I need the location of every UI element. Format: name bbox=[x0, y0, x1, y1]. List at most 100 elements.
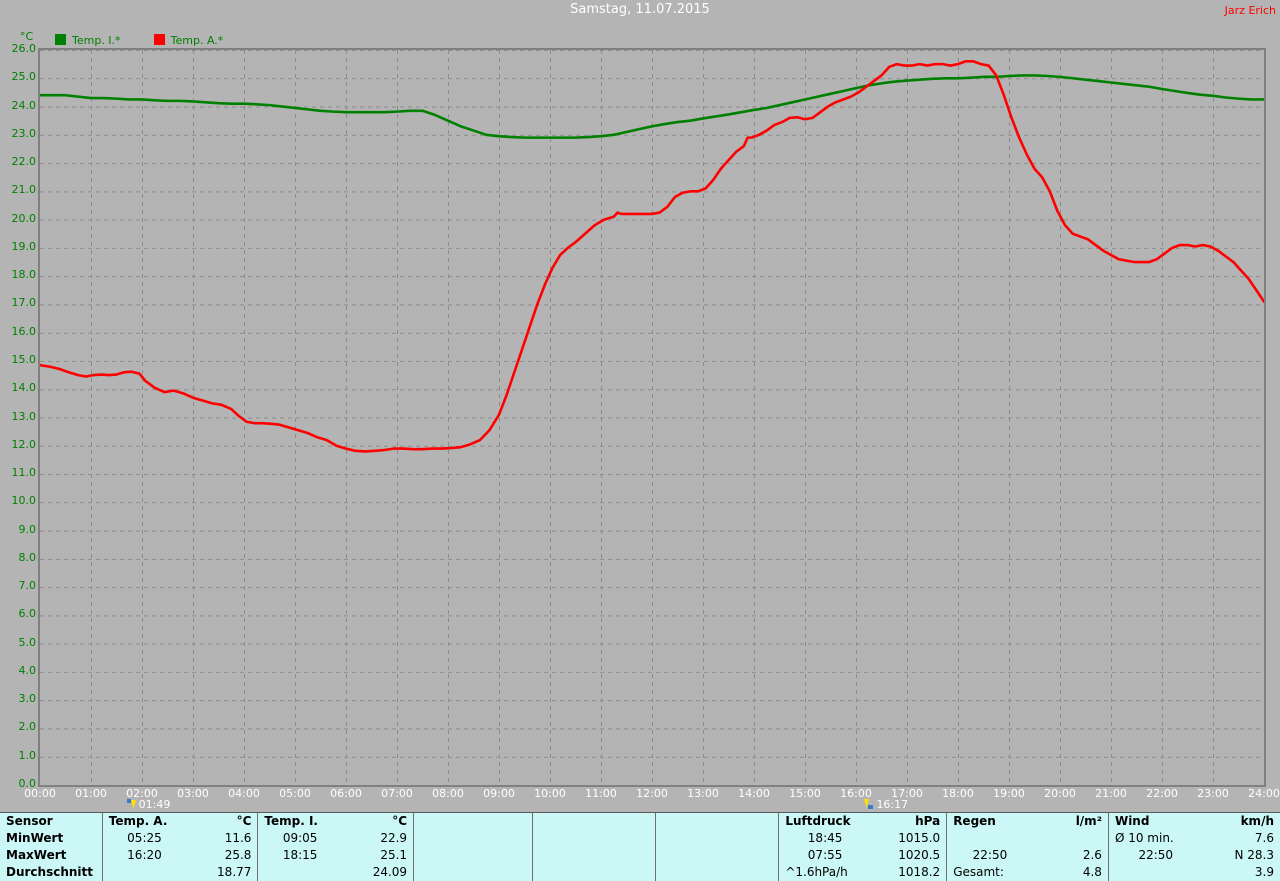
x-axis-tick: 04:00 bbox=[228, 787, 260, 800]
y-axis-unit-label: °C bbox=[20, 30, 34, 43]
y-axis-tick: 3.0 bbox=[18, 692, 37, 706]
x-axis-tick: 08:00 bbox=[432, 787, 464, 800]
legend-item-temp-aussen[interactable]: Temp. A.* bbox=[153, 33, 224, 48]
table-cell: 1018.2 bbox=[898, 865, 941, 879]
table-cell: km/h bbox=[1240, 814, 1274, 828]
row-label: MaxWert bbox=[6, 848, 67, 862]
y-axis-tick: 5.0 bbox=[18, 635, 37, 649]
y-axis-tick: 13.0 bbox=[11, 409, 37, 423]
series-line-temp-innen bbox=[40, 74, 1264, 139]
y-axis-tick: 14.0 bbox=[11, 381, 37, 395]
table-cell: 22.9 bbox=[380, 831, 408, 845]
x-axis-tick: 06:00 bbox=[330, 787, 362, 800]
table-cell bbox=[1033, 830, 1109, 847]
x-axis-tick: 13:00 bbox=[687, 787, 719, 800]
table-cell: °C bbox=[236, 814, 252, 828]
y-axis-tick: 10.0 bbox=[11, 494, 37, 508]
table-cell: 18.77 bbox=[217, 865, 252, 879]
chart-canvas bbox=[40, 50, 1264, 785]
x-axis-tick: 21:00 bbox=[1095, 787, 1127, 800]
table-cell: 24.09 bbox=[372, 865, 408, 879]
table-cell bbox=[1107, 864, 1203, 881]
y-axis-tick: 22.0 bbox=[11, 155, 37, 169]
table-cell: 1015.0 bbox=[898, 831, 941, 845]
table-cell: hPa bbox=[915, 814, 941, 828]
x-axis-tick: 22:00 bbox=[1146, 787, 1178, 800]
table-cell: 05:25 bbox=[101, 830, 187, 847]
legend-item-temp-innen[interactable]: Temp. I.* bbox=[55, 33, 121, 47]
y-axis-tick: 2.0 bbox=[18, 720, 37, 734]
table-cell: 07:55 bbox=[778, 847, 871, 864]
x-axis-tick: 03:00 bbox=[177, 787, 209, 800]
table-cell: Gesamt: bbox=[946, 864, 1033, 881]
table-cell bbox=[413, 813, 533, 830]
legend-swatch-green-icon bbox=[55, 33, 66, 45]
x-axis-tick: 19:00 bbox=[993, 787, 1025, 800]
marker-time-label: 16:17 bbox=[876, 798, 909, 811]
row-label: MinWert bbox=[6, 831, 64, 845]
table-cell: 2.6 bbox=[1082, 848, 1102, 862]
y-axis-tick: 8.0 bbox=[18, 550, 37, 564]
x-axis-tick: 07:00 bbox=[381, 787, 413, 800]
row-label: Durchschnitt bbox=[6, 865, 94, 879]
y-axis-tick: 17.0 bbox=[11, 296, 37, 310]
table-cell: 11.6 bbox=[224, 831, 252, 845]
table-cell: 18:45 bbox=[778, 830, 871, 847]
y-axis: 26.0 25.0 24.0 23.0 22.0 21.0 20.0 19.0 18.0 17.0… bbox=[0, 42, 37, 790]
row-label: Sensor bbox=[6, 814, 53, 828]
y-axis-tick: 25.0 bbox=[11, 70, 37, 84]
table-cell bbox=[655, 813, 779, 830]
y-axis-tick: 20.0 bbox=[11, 211, 37, 225]
x-axis-tick: 01:00 bbox=[75, 787, 107, 800]
y-axis-tick: 18.0 bbox=[11, 268, 37, 282]
table-cell: Luftdruck bbox=[778, 813, 871, 830]
y-axis-tick: 0.0 bbox=[18, 777, 37, 790]
x-axis-tick: 14:00 bbox=[738, 787, 770, 800]
plot-area[interactable] bbox=[38, 48, 1266, 787]
x-axis-tick: 23:00 bbox=[1197, 787, 1229, 800]
marker-moonset: 16:17 bbox=[862, 798, 908, 811]
summary-data-panel: Sensor Temp. A. °C Temp. I. °C Luftdruck hPa Re… bbox=[0, 812, 1280, 881]
y-axis-tick: 24.0 bbox=[11, 98, 37, 112]
table-cell bbox=[413, 830, 533, 847]
table-cell bbox=[655, 847, 779, 864]
x-axis-tick: 18:00 bbox=[942, 787, 974, 800]
legend-label-temp-aussen: Temp. A.* bbox=[170, 34, 224, 48]
series-lines bbox=[40, 60, 1264, 453]
table-cell: 22:50 bbox=[946, 847, 1033, 864]
y-axis-tick: 21.0 bbox=[11, 183, 37, 197]
series-line-temp-aussen bbox=[40, 60, 1264, 453]
table-row: MinWert 05:25 11.6 09:05 22.9 18:45 1015.0 Ø 10… bbox=[0, 830, 1280, 847]
table-cell bbox=[946, 830, 1033, 847]
moonset-icon bbox=[862, 798, 875, 810]
table-cell: Ø 10 min. bbox=[1107, 830, 1203, 847]
y-axis-tick: 19.0 bbox=[11, 239, 37, 253]
y-axis-tick: 23.0 bbox=[11, 126, 37, 140]
legend-swatch-red-icon bbox=[153, 33, 165, 45]
y-axis-tick: 6.0 bbox=[18, 607, 37, 621]
table-cell: Wind bbox=[1107, 813, 1203, 830]
table-cell: ^1.6hPa/h bbox=[778, 864, 871, 881]
x-axis-tick: 11:00 bbox=[585, 787, 617, 800]
marker-moonrise: 01:49 bbox=[125, 798, 170, 811]
table-cell bbox=[532, 813, 656, 830]
x-axis-tick: 10:00 bbox=[534, 787, 566, 800]
table-cell bbox=[413, 864, 533, 881]
table-cell: Temp. I. bbox=[257, 813, 342, 830]
table-cell bbox=[101, 864, 187, 881]
chart-legend: Temp. I.* Temp. A.* bbox=[55, 30, 251, 47]
page-title: Samstag, 11.07.2015 bbox=[570, 2, 710, 17]
weather-chart: Samstag, 11.07.2015 Jarz Erich °C Temp. … bbox=[0, 2, 1280, 811]
grid-lines bbox=[40, 50, 1264, 785]
table-cell: °C bbox=[392, 814, 408, 828]
x-axis-tick: 15:00 bbox=[789, 787, 821, 800]
x-axis-tick: 20:00 bbox=[1044, 787, 1076, 800]
table-cell: 16:20 bbox=[101, 847, 187, 864]
table-cell: 22:50 bbox=[1107, 847, 1203, 864]
x-axis-tick: 12:00 bbox=[636, 787, 668, 800]
y-axis-tick: 26.0 bbox=[11, 42, 37, 55]
table-cell: 25.8 bbox=[224, 848, 252, 862]
y-axis-tick: 1.0 bbox=[18, 748, 37, 762]
y-axis-tick: 15.0 bbox=[11, 352, 37, 366]
table-cell bbox=[257, 864, 342, 881]
